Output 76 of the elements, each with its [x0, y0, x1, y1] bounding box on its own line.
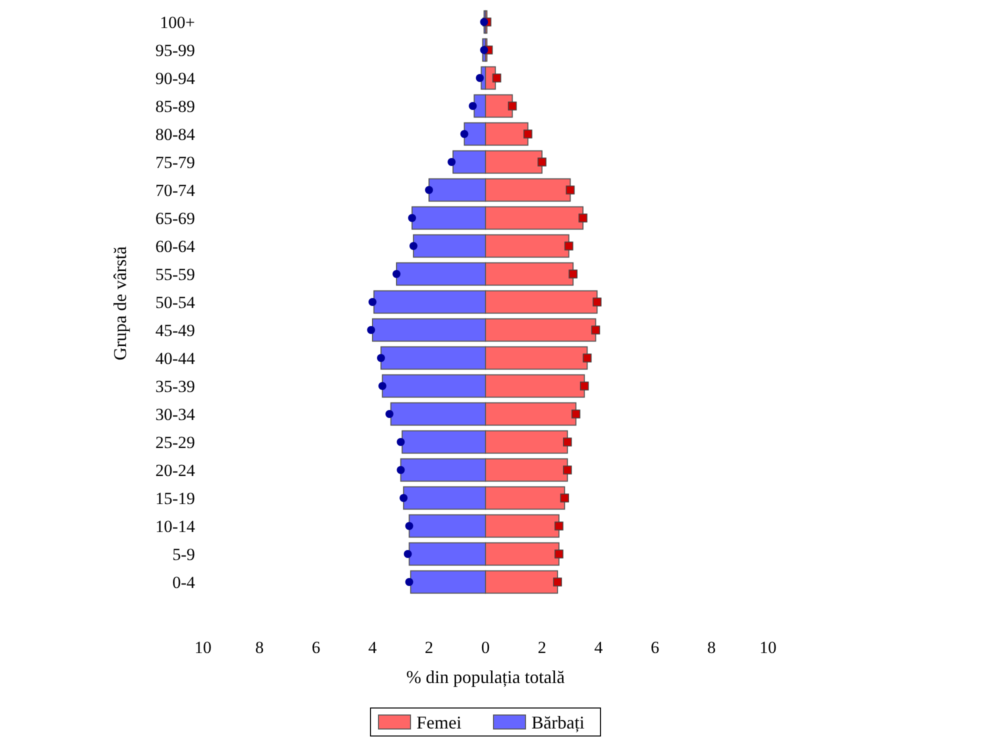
y-tick-label: 40-44	[155, 348, 196, 368]
point	[385, 410, 394, 418]
x-tick-label: 6	[650, 638, 660, 657]
point	[578, 214, 588, 222]
y-tick-label: 50-54	[155, 292, 196, 312]
y-tick-label: 35-39	[155, 376, 195, 396]
y-tick-label: 5-9	[172, 544, 195, 564]
x-tick-label: 10	[760, 638, 776, 657]
point	[405, 578, 414, 586]
x-tick-label: 2	[424, 638, 434, 657]
point	[582, 354, 592, 362]
point	[591, 326, 600, 334]
point	[408, 214, 416, 222]
y-tick-label: 85-89	[155, 96, 195, 116]
point	[538, 158, 546, 166]
y-tick-label: 80-84	[155, 124, 196, 144]
point	[568, 270, 578, 278]
y-tick-label: 70-74	[155, 180, 196, 200]
point	[480, 18, 488, 26]
y-tick-label: 0-4	[172, 572, 196, 592]
point	[563, 466, 572, 474]
y-tick-label: 65-69	[155, 208, 195, 228]
y-tick-label: 10-14	[155, 516, 196, 536]
y-tick-label: 60-64	[155, 236, 196, 256]
x-tick-label: 4	[368, 638, 378, 657]
y-tick-label: 90-94	[155, 68, 196, 88]
point	[564, 242, 574, 250]
y-tick-label: 30-34	[155, 404, 196, 424]
point	[523, 130, 532, 138]
y-tick-label: 95-99	[155, 40, 195, 60]
y-axis-title: Grupa de vârstă	[110, 246, 130, 360]
point	[563, 438, 572, 446]
x-tick-label: 2	[538, 638, 546, 657]
y-tick-label: 45-49	[155, 320, 195, 340]
point	[560, 494, 569, 502]
point	[396, 466, 405, 474]
x-tick-label: 4	[594, 638, 604, 657]
point	[508, 102, 517, 110]
y-tick-label: 55-59	[155, 264, 195, 284]
point	[554, 522, 564, 530]
point	[376, 354, 385, 362]
legend-label: Bărbați	[532, 712, 584, 732]
point	[378, 382, 386, 390]
point	[409, 242, 418, 250]
point	[404, 550, 412, 558]
point	[448, 158, 456, 166]
point	[554, 550, 564, 558]
point	[566, 186, 575, 194]
point	[396, 438, 405, 446]
x-tick-label: 8	[255, 638, 264, 657]
y-tick-label: 15-19	[155, 488, 195, 508]
point	[368, 298, 376, 306]
point	[572, 410, 580, 418]
point	[405, 522, 414, 530]
x-tick-label: 8	[707, 638, 716, 657]
point	[580, 382, 589, 390]
x-tick-label: 10	[194, 638, 212, 657]
point	[553, 578, 562, 586]
y-tick-label: 25-29	[155, 432, 195, 452]
point	[367, 326, 376, 334]
point	[392, 270, 401, 278]
y-tick-label: 75-79	[155, 152, 195, 172]
x-tick-label: 0	[481, 638, 490, 657]
x-tick-label: 6	[312, 638, 320, 657]
point	[468, 102, 477, 110]
point	[400, 494, 408, 502]
y-tick-label: 100+	[160, 12, 195, 32]
point	[425, 186, 433, 194]
point	[476, 74, 484, 82]
legend-label: Femei	[416, 712, 462, 732]
point	[460, 130, 468, 138]
x-axis-title: % din populația totală	[406, 667, 565, 687]
point	[592, 298, 602, 306]
point	[480, 46, 488, 54]
y-tick-label: 20-24	[155, 460, 196, 480]
point	[492, 74, 502, 82]
